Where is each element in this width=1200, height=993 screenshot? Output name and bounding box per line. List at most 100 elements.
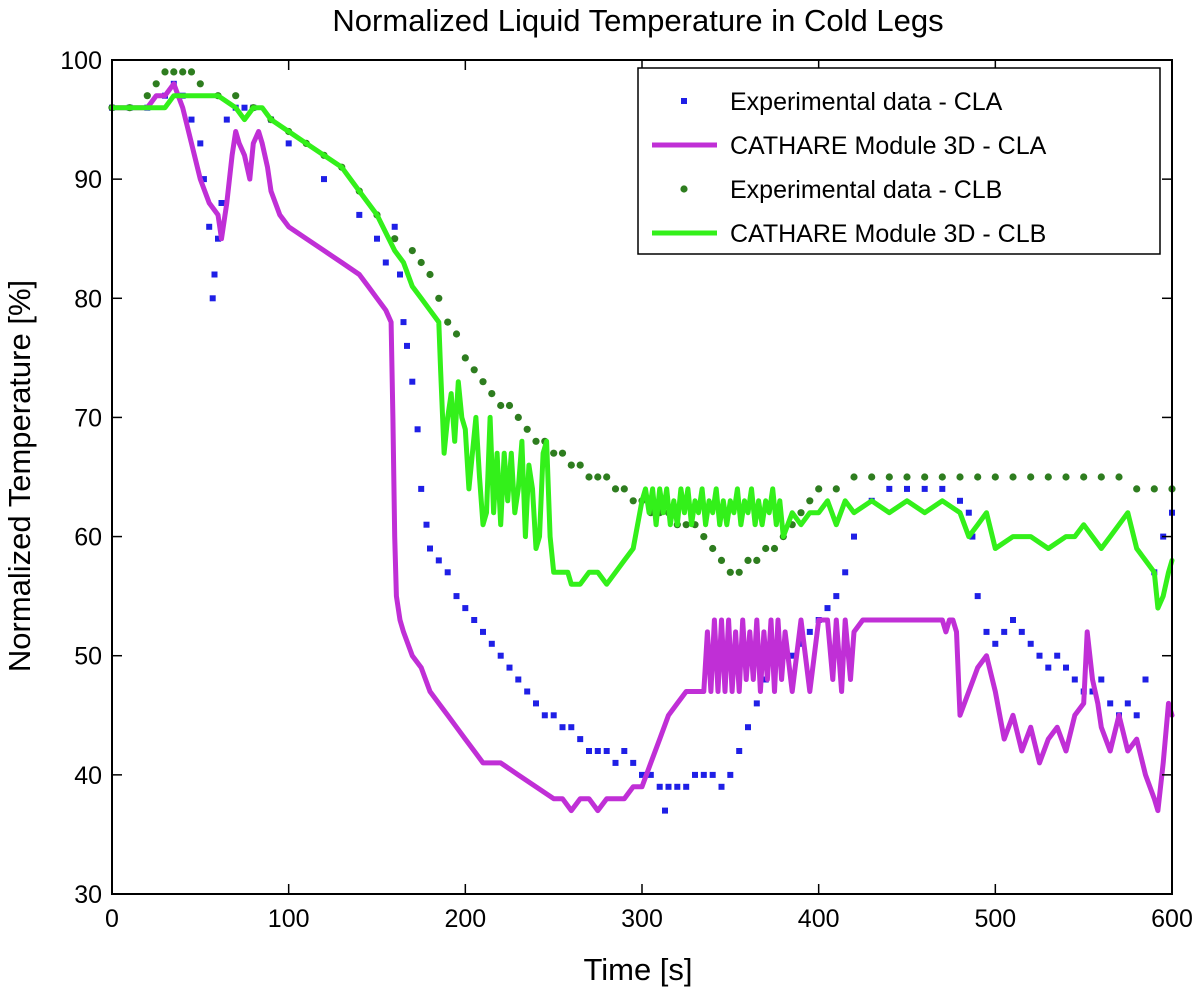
y-axis-label: Normalized Temperature [%]: [2, 280, 37, 672]
data-point: [532, 437, 540, 445]
data-point: [444, 318, 452, 326]
data-point: [630, 759, 637, 766]
data-point: [611, 485, 620, 493]
y-tick-label: 70: [74, 404, 102, 432]
data-point: [435, 294, 443, 302]
data-point: [567, 461, 575, 469]
data-point: [974, 473, 982, 481]
data-point: [832, 485, 840, 493]
data-point: [404, 342, 410, 349]
data-point: [423, 521, 430, 528]
data-point: [1018, 628, 1025, 635]
data-point: [603, 748, 610, 754]
data-point: [806, 628, 813, 635]
legend-item: Experimental data - CLA: [681, 88, 1003, 116]
series-line: [109, 93, 1175, 611]
data-point: [515, 676, 522, 683]
data-point: [533, 700, 539, 707]
data-point: [558, 449, 567, 457]
data-point: [709, 771, 716, 778]
data-point: [921, 473, 929, 481]
data-point: [656, 783, 663, 790]
data-point: [200, 176, 207, 183]
data-point: [682, 521, 690, 529]
data-point: [196, 80, 204, 88]
data-point: [717, 556, 726, 565]
data-point: [709, 544, 717, 553]
data-point: [1044, 473, 1052, 481]
data-point: [285, 140, 292, 147]
data-point: [586, 748, 592, 754]
data-point: [161, 68, 169, 76]
data-point: [1133, 712, 1140, 719]
legend-label: Experimental data - CLA: [730, 88, 1003, 116]
data-point: [868, 473, 876, 481]
data-point: [674, 783, 681, 790]
data-point: [524, 688, 531, 695]
y-tick-label: 50: [74, 643, 102, 671]
y-tick-label: 100: [60, 47, 102, 75]
data-point: [938, 473, 946, 481]
data-point: [471, 617, 478, 623]
data-point: [143, 92, 151, 100]
data-point: [736, 748, 743, 754]
data-point: [957, 497, 963, 504]
data-point: [745, 724, 751, 731]
data-point: [505, 401, 514, 410]
data-point: [1150, 485, 1158, 493]
data-point: [497, 652, 504, 659]
data-point: [568, 724, 575, 731]
data-point: [594, 473, 602, 481]
x-tick-label: 500: [974, 905, 1016, 933]
data-point: [762, 544, 770, 553]
data-point: [662, 807, 668, 814]
y-tick-label: 80: [74, 285, 102, 313]
data-point: [418, 485, 425, 492]
data-point: [1071, 676, 1078, 683]
data-point: [1115, 473, 1123, 481]
data-point: [842, 569, 849, 576]
data-point: [321, 176, 327, 183]
data-point: [550, 712, 557, 719]
legend-label: CATHARE Module 3D - CLB: [730, 220, 1046, 248]
data-point: [735, 568, 743, 576]
data-point: [197, 140, 204, 147]
data-point: [665, 783, 672, 790]
data-point: [612, 759, 619, 766]
plot-series-layer: [108, 68, 1176, 814]
data-point: [620, 485, 628, 493]
data-point: [426, 270, 434, 279]
data-point: [409, 378, 416, 385]
data-point: [851, 533, 857, 540]
data-point: [1097, 473, 1105, 481]
data-point: [218, 200, 225, 206]
data-point: [488, 390, 496, 398]
legend-swatch: [680, 185, 688, 193]
chart-title: Normalized Liquid Temperature in Cold Le…: [332, 3, 943, 38]
data-point: [480, 628, 486, 635]
data-point: [585, 473, 593, 481]
legend-item: CATHARE Module 3D - CLA: [652, 132, 1047, 160]
data-point: [206, 223, 213, 230]
data-point: [1010, 617, 1016, 623]
data-point: [1027, 640, 1034, 647]
data-point: [576, 461, 584, 469]
data-point: [629, 497, 637, 505]
data-point: [1098, 676, 1105, 683]
data-point: [179, 68, 187, 76]
legend-item: Experimental data - CLB: [680, 176, 1002, 204]
data-point: [461, 354, 469, 362]
data-point: [969, 533, 976, 540]
data-point: [797, 509, 805, 517]
data-point: [523, 425, 531, 433]
data-point: [1107, 700, 1114, 707]
data-point: [753, 700, 760, 707]
data-point: [188, 116, 195, 123]
x-tick-label: 400: [798, 905, 840, 933]
legend: Experimental data - CLA CATHARE Module 3D…: [637, 67, 1161, 255]
data-point: [215, 235, 221, 242]
series-4: [109, 93, 1175, 611]
data-point: [470, 366, 478, 374]
data-point: [232, 92, 240, 100]
